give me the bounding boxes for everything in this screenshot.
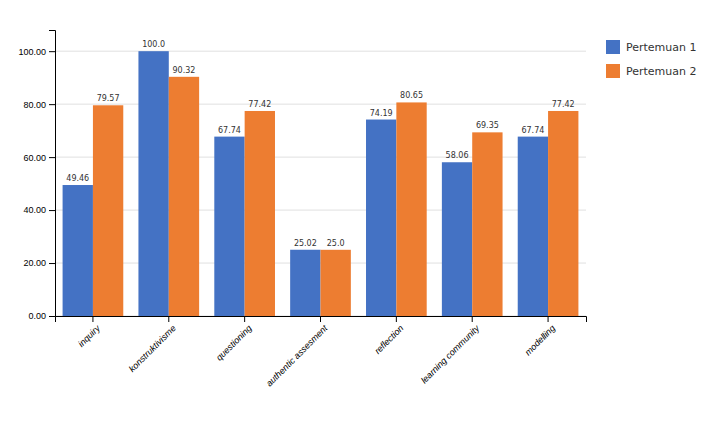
tick-label: authentic assesment <box>264 323 330 389</box>
bar <box>548 111 578 316</box>
plot: 49.46 100.0 67.74 25.02 74.19 58.06 67.74 79.57… <box>18 31 586 389</box>
tick: inquiry <box>76 316 102 349</box>
legend-label: Pertemuan 1 <box>626 41 697 54</box>
data-label: 25.02 <box>294 239 317 248</box>
data-labels: 49.46 100.0 67.74 25.02 74.19 58.06 67.74 79.57… <box>66 40 574 248</box>
tick: modelling <box>523 316 557 357</box>
bar <box>321 250 351 316</box>
tick-label: 100.00 <box>18 47 46 57</box>
data-label: 79.57 <box>97 94 120 103</box>
tick-mark <box>472 316 473 322</box>
bars <box>63 51 579 316</box>
axis-line <box>49 31 56 317</box>
tick-label: learning community <box>419 323 482 386</box>
tick-label: questioning <box>214 323 254 363</box>
tick: 80.00 <box>23 100 55 110</box>
bar <box>214 137 244 316</box>
tick-label: reflection <box>373 323 406 356</box>
legend-item: Pertemuan 1 <box>606 40 697 54</box>
tick-label: inquiry <box>76 323 102 349</box>
bar <box>366 120 396 316</box>
tick: 100.00 <box>18 47 55 57</box>
y-axis: 0.00 20.00 40.00 60.00 80.00 100.00 <box>18 31 55 322</box>
data-label: 90.32 <box>173 66 196 75</box>
data-label: 80.65 <box>400 91 423 100</box>
grid-line <box>55 51 586 52</box>
data-label: 25.0 <box>327 239 345 248</box>
x-axis: inquiry konstruktivisme questioningauthent… <box>56 316 587 389</box>
data-label: 69.35 <box>476 121 499 130</box>
bar <box>396 102 426 316</box>
tick-mark <box>244 316 245 322</box>
bar <box>169 77 199 316</box>
data-label: 49.46 <box>66 174 89 183</box>
bar <box>245 111 275 316</box>
axis-line <box>56 317 587 323</box>
legend-label: Pertemuan 2 <box>626 65 697 78</box>
tick-mark <box>49 210 55 211</box>
tick-mark <box>168 316 169 322</box>
tick-mark <box>92 316 93 322</box>
grid <box>55 51 586 316</box>
tick: questioning <box>214 316 254 363</box>
tick: reflection <box>373 316 406 356</box>
bar <box>442 162 472 316</box>
bar <box>290 250 320 316</box>
legend-swatch <box>606 64 620 78</box>
tick-mark <box>49 263 55 264</box>
data-label: 67.74 <box>218 126 241 135</box>
tick: 60.00 <box>23 152 55 162</box>
tick-mark <box>320 316 321 322</box>
tick: konstruktivisme <box>127 316 178 374</box>
tick-label: 60.00 <box>23 152 46 162</box>
bar <box>138 51 168 316</box>
tick-mark <box>49 316 55 317</box>
tick-mark <box>49 104 55 105</box>
tick-label: 80.00 <box>23 100 46 110</box>
bar <box>518 137 548 316</box>
bar <box>93 105 123 316</box>
bar-series <box>63 51 548 316</box>
tick-label: 0.00 <box>28 311 46 321</box>
data-label: 67.74 <box>521 126 544 135</box>
grid-line <box>55 157 586 158</box>
bar <box>63 185 93 316</box>
tick: 0.00 <box>28 311 55 321</box>
data-label: 100.0 <box>142 40 165 49</box>
tick-label: 40.00 <box>23 205 46 215</box>
tick-mark <box>49 157 55 158</box>
legend-swatch <box>606 40 620 54</box>
tick-label: modelling <box>523 323 557 357</box>
grid-line <box>55 210 586 211</box>
tick-label: konstruktivisme <box>127 323 178 374</box>
tick: authentic assesment <box>264 316 330 389</box>
tick-mark <box>548 316 549 322</box>
tick: learning community <box>419 316 482 385</box>
tick-mark <box>49 51 55 52</box>
legend: Pertemuan 1 Pertemuan 2 <box>606 40 697 78</box>
data-label: 77.42 <box>552 100 575 109</box>
chart: 49.46 100.0 67.74 25.02 74.19 58.06 67.74 79.57… <box>0 0 726 426</box>
bar-series <box>93 77 578 316</box>
tick-label: 20.00 <box>23 258 46 268</box>
data-label: 74.19 <box>370 109 393 118</box>
legend-item: Pertemuan 2 <box>606 64 697 78</box>
grid-line <box>55 104 586 105</box>
tick: 20.00 <box>23 258 55 268</box>
data-label: 58.06 <box>446 151 469 160</box>
bar <box>472 132 502 316</box>
data-label: 77.42 <box>248 100 271 109</box>
tick-mark <box>396 316 397 322</box>
tick: 40.00 <box>23 205 55 215</box>
